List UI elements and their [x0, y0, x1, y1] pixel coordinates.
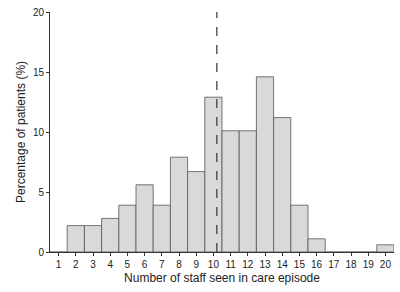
svg-text:13: 13 [259, 259, 271, 270]
svg-text:20: 20 [33, 7, 45, 18]
svg-text:4: 4 [107, 259, 113, 270]
svg-text:19: 19 [363, 259, 375, 270]
svg-text:11: 11 [225, 259, 236, 270]
svg-text:1: 1 [56, 259, 62, 270]
svg-text:12: 12 [242, 259, 254, 270]
svg-text:Number of staff seen in care e: Number of staff seen in care episode [124, 271, 320, 285]
svg-text:0: 0 [38, 247, 44, 258]
svg-text:17: 17 [328, 259, 340, 270]
svg-text:15: 15 [33, 67, 45, 78]
svg-text:9: 9 [193, 259, 199, 270]
svg-text:5: 5 [125, 259, 131, 270]
svg-text:2: 2 [73, 259, 79, 270]
svg-text:14: 14 [277, 259, 289, 270]
svg-text:15: 15 [294, 259, 306, 270]
svg-text:6: 6 [142, 259, 148, 270]
svg-text:Percentage of patients (%): Percentage of patients (%) [14, 61, 28, 203]
svg-text:3: 3 [90, 259, 96, 270]
svg-text:20: 20 [380, 259, 392, 270]
svg-text:5: 5 [38, 187, 44, 198]
svg-text:8: 8 [176, 259, 182, 270]
svg-text:18: 18 [345, 259, 357, 270]
svg-text:16: 16 [311, 259, 323, 270]
svg-text:10: 10 [208, 259, 220, 270]
svg-text:7: 7 [159, 259, 165, 270]
svg-text:10: 10 [33, 127, 45, 138]
